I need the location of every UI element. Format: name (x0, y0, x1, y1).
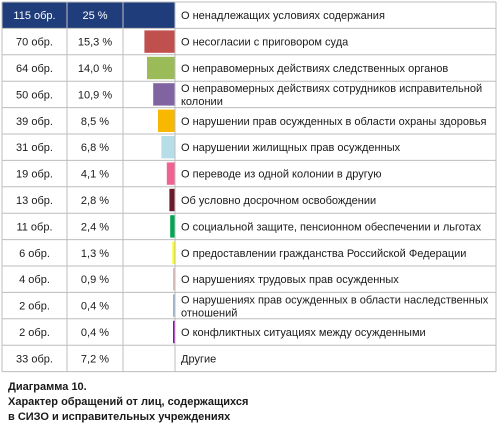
percent-label: 0,4 % (81, 327, 109, 339)
count-label: 39 обр. (16, 116, 53, 128)
count-label: 6 обр. (19, 248, 50, 260)
percent-label: 10,9 % (78, 89, 112, 101)
bar (161, 136, 175, 159)
bar (147, 56, 175, 80)
percent-label: 0,4 % (81, 301, 109, 313)
category-label: О переводе из одной колонии в другую (181, 169, 382, 181)
caption-line-3: в СИЗО и исправительных учреждениях (8, 411, 231, 423)
percent-label: 1,3 % (81, 248, 109, 260)
bar (158, 109, 175, 132)
category-label: Об условно досрочном освобождении (181, 195, 376, 207)
category-label: О нарушении жилищных прав осужденных (181, 142, 401, 154)
count-label: 13 обр. (16, 195, 53, 207)
percent-label: 0,9 % (81, 274, 109, 286)
caption-line-1: Диаграмма 10. (8, 381, 87, 393)
count-label: 2 обр. (19, 301, 50, 313)
percent-label: 8,5 % (81, 116, 109, 128)
bar (173, 320, 175, 344)
category-label: отношений (181, 307, 237, 319)
percent-label: 14,0 % (78, 63, 112, 75)
category-label: О неправомерных действиях следственных о… (181, 63, 448, 75)
category-label: О несогласии с приговором суда (181, 37, 349, 49)
category-label: О социальной защите, пенсионном обеспече… (181, 221, 482, 233)
count-label: 2 обр. (19, 327, 50, 339)
count-label: 64 обр. (16, 63, 53, 75)
count-label: 11 обр. (16, 221, 52, 233)
count-label: 31 обр. (16, 142, 53, 154)
category-label: О ненадлежащих условиях содержания (181, 10, 385, 22)
percent-label: 25 % (82, 10, 107, 22)
bar (173, 268, 175, 291)
percent-label: 7,2 % (81, 353, 109, 365)
category-label: О нарушении прав осужденных в области ох… (181, 116, 487, 128)
highlight-row-bg (2, 2, 175, 29)
percent-label: 2,8 % (81, 195, 109, 207)
chart: 115 обр. 25 % О ненадлежащих условиях соде… (1, 1, 497, 373)
bar (166, 162, 175, 185)
count-label: 19 обр. (16, 169, 53, 181)
percent-label: 2,4 % (81, 221, 109, 233)
bar (153, 83, 175, 106)
count-label: 115 обр. (13, 10, 55, 22)
caption-line-2: Характер обращений от лиц, содержащихся (8, 396, 249, 408)
count-label: 70 обр. (16, 37, 53, 49)
category-label: Другие (181, 353, 216, 365)
percent-label: 6,8 % (81, 142, 109, 154)
category-label: О предоставлении гражданства Российской … (181, 248, 466, 260)
bar (144, 30, 175, 53)
count-label: 33 обр. (16, 353, 53, 365)
category-label: колонии (181, 96, 223, 108)
bar (169, 188, 175, 212)
count-label: 4 обр. (19, 274, 50, 286)
count-label: 50 обр. (16, 89, 53, 101)
bar (173, 294, 175, 317)
chart-caption: Диаграмма 10. Характер обращений от лиц,… (8, 380, 488, 425)
percent-label: 4,1 % (81, 169, 109, 181)
category-label: О нарушениях трудовых прав осужденных (181, 274, 399, 286)
category-label: О нарушениях прав осужденных в области н… (181, 294, 489, 306)
category-label: О неправомерных действиях сотрудников ис… (181, 83, 482, 95)
percent-label: 15,3 % (78, 37, 112, 49)
bar (170, 215, 175, 238)
bar (172, 241, 175, 264)
category-label: О конфликтных ситуациях между осужденным… (181, 327, 426, 339)
